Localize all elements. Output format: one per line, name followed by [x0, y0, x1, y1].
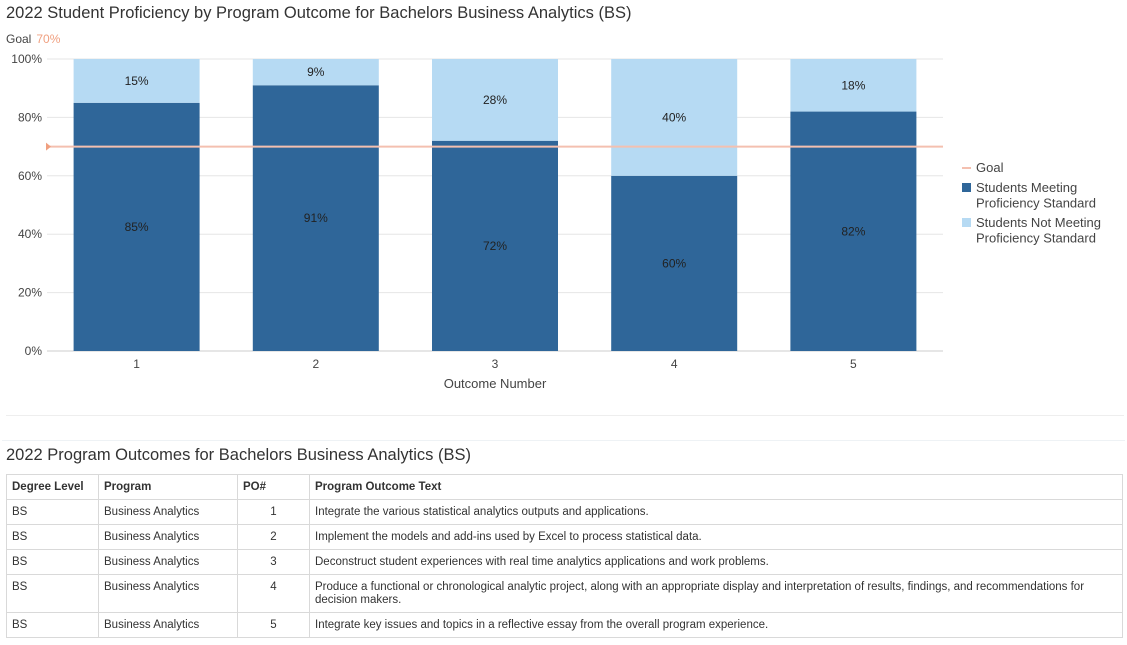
- y-tick-label: 80%: [18, 110, 42, 124]
- legend-label: Proficiency Standard: [976, 196, 1096, 211]
- table-row: BS Business Analytics 2 Implement the mo…: [6, 524, 1123, 550]
- table-header-row: Degree Level Program PO# Program Outcome…: [6, 474, 1123, 500]
- cell-program: Business Analytics: [98, 612, 238, 638]
- x-tick-label: 4: [671, 357, 678, 371]
- header-po-number[interactable]: PO#: [237, 474, 310, 500]
- section-divider: [6, 415, 1124, 416]
- outcomes-table: Degree Level Program PO# Program Outcome…: [6, 474, 1123, 638]
- cell-po-number: 4: [237, 574, 310, 613]
- legend-label: Students Not Meeting: [976, 215, 1101, 230]
- cell-degree-level: BS: [6, 612, 99, 638]
- data-label: 60%: [662, 256, 686, 270]
- cell-program: Business Analytics: [98, 549, 238, 575]
- goal-caption-value: 70%: [36, 32, 61, 46]
- cell-program: Business Analytics: [98, 524, 238, 550]
- x-axis-title: Outcome Number: [444, 376, 547, 391]
- outcomes-table-panel: 2022 Program Outcomes for Bachelors Busi…: [2, 440, 1125, 644]
- bar-segment: [252, 59, 379, 86]
- table-row: BS Business Analytics 1 Integrate the va…: [6, 499, 1123, 525]
- data-label: 18%: [841, 78, 865, 92]
- cell-degree-level: BS: [6, 524, 99, 550]
- y-tick-label: 100%: [11, 52, 42, 66]
- stacked-bar-chart: 0% 20% 40% 60% 80% 100% 85% 15% 1 91% 9% 2 72% 28% 3 60…: [11, 52, 1101, 391]
- data-label: 72%: [483, 239, 507, 253]
- cell-degree-level: BS: [6, 499, 99, 525]
- goal-caption-label: Goal: [6, 32, 32, 46]
- cell-program: Business Analytics: [98, 499, 238, 525]
- x-tick-label: 1: [133, 357, 140, 371]
- goal-marker-icon: [46, 142, 51, 151]
- table-title: 2022 Program Outcomes for Bachelors Busi…: [6, 446, 471, 464]
- cell-outcome-text: Produce a functional or chronological an…: [309, 574, 1123, 613]
- goal-caption: Goal 70%: [6, 32, 60, 46]
- table-row: BS Business Analytics 4 Produce a functi…: [6, 574, 1123, 613]
- bar-segment: [73, 59, 200, 103]
- data-label: 15%: [125, 74, 149, 88]
- bar-segment: [611, 175, 738, 351]
- data-label: 82%: [841, 224, 865, 238]
- data-label: 85%: [125, 220, 149, 234]
- chart-title: 2022 Student Proficiency by Program Outc…: [6, 4, 632, 22]
- data-label: 9%: [307, 65, 325, 79]
- table-row: BS Business Analytics 3 Deconstruct stud…: [6, 549, 1123, 575]
- header-program[interactable]: Program: [98, 474, 238, 500]
- header-outcome-text[interactable]: Program Outcome Text: [309, 474, 1123, 500]
- cell-po-number: 1: [237, 499, 310, 525]
- cell-po-number: 5: [237, 612, 310, 638]
- bar-segment: [252, 85, 379, 351]
- bar-segment: [432, 59, 558, 141]
- y-tick-label: 40%: [18, 227, 42, 241]
- cell-po-number: 3: [237, 549, 310, 575]
- data-label: 40%: [662, 110, 686, 124]
- x-tick-label: 5: [850, 357, 857, 371]
- cell-program: Business Analytics: [98, 574, 238, 613]
- header-degree-level[interactable]: Degree Level: [6, 474, 99, 500]
- cell-outcome-text: Integrate key issues and topics in a ref…: [309, 612, 1123, 638]
- legend-label: Proficiency Standard: [976, 231, 1096, 246]
- legend-label: Students Meeting: [976, 180, 1077, 195]
- bar-segment: [790, 111, 917, 351]
- legend-label: Goal: [976, 160, 1004, 175]
- cell-outcome-text: Integrate the various statistical analyt…: [309, 499, 1123, 525]
- legend-swatch-icon: [962, 218, 971, 227]
- x-tick-label: 3: [492, 357, 499, 371]
- legend-swatch-icon: [962, 183, 971, 192]
- x-tick-label: 2: [312, 357, 319, 371]
- bar-segment: [432, 140, 558, 351]
- table-row: BS Business Analytics 5 Integrate key is…: [6, 612, 1123, 638]
- bar-segment: [790, 59, 917, 112]
- data-label: 28%: [483, 93, 507, 107]
- y-tick-label: 20%: [18, 286, 42, 300]
- cell-outcome-text: Implement the models and add-ins used by…: [309, 524, 1123, 550]
- data-label: 91%: [304, 211, 328, 225]
- y-tick-label: 0%: [25, 344, 43, 358]
- bar-segment: [73, 102, 200, 351]
- cell-outcome-text: Deconstruct student experiences with rea…: [309, 549, 1123, 575]
- y-tick-label: 60%: [18, 169, 42, 183]
- cell-degree-level: BS: [6, 574, 99, 613]
- cell-po-number: 2: [237, 524, 310, 550]
- cell-degree-level: BS: [6, 549, 99, 575]
- bar-segment: [611, 59, 738, 176]
